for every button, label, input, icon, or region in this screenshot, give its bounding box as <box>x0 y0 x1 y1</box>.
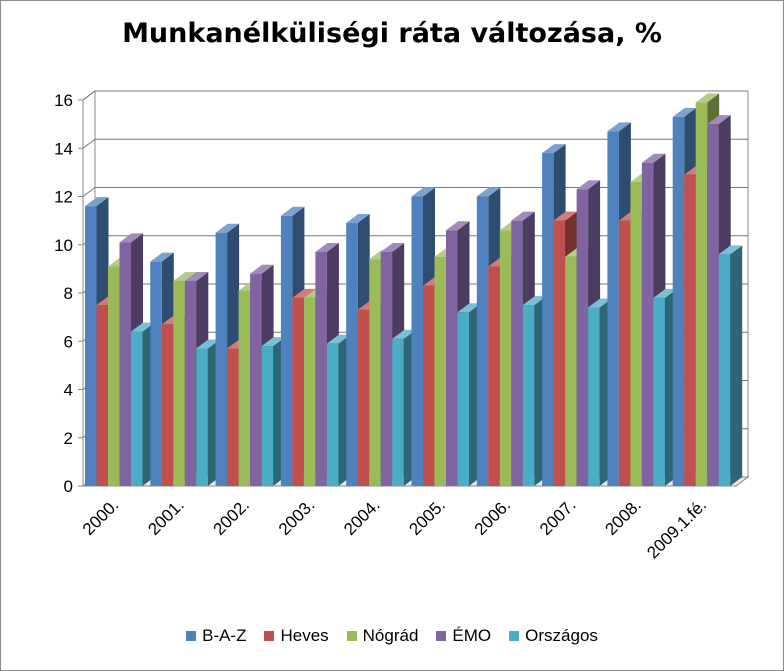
legend-label: Heves <box>280 626 329 645</box>
bar-Országos-2009.1.fé. <box>718 245 743 486</box>
y-tick-label: 14 <box>54 139 73 158</box>
legend-swatch <box>346 631 357 641</box>
legend-item: Heves <box>264 626 329 646</box>
legend-swatch <box>186 631 197 641</box>
y-tick-label: 10 <box>54 236 73 255</box>
legend-label: Országos <box>525 626 598 645</box>
legend-label: ÉMO <box>452 626 492 645</box>
gridline-diag <box>82 138 96 149</box>
gridline-diag <box>82 187 96 197</box>
legend-item: ÉMO <box>436 626 491 646</box>
legend-label: Nógrád <box>362 626 419 645</box>
legend-item: Nógrád <box>346 626 419 646</box>
x-tick-label: 2001. <box>144 495 188 539</box>
x-tick-label: 2009.1.fé. <box>643 495 710 562</box>
y-tick-label: 4 <box>64 381 73 400</box>
x-tick-label: 2006. <box>471 495 515 539</box>
gridline-diag <box>82 90 96 101</box>
y-tick-label: 16 <box>54 91 73 110</box>
legend: B-A-Z Heves Nógrád ÉMO Országos <box>0 626 784 646</box>
x-tick-label: 2008. <box>601 495 645 539</box>
y-tick-label: 12 <box>54 188 73 207</box>
x-tick-label: 2000. <box>79 495 123 539</box>
legend-label: B-A-Z <box>202 626 247 645</box>
legend-item: B-A-Z <box>186 626 246 646</box>
y-tick-label: 0 <box>64 477 73 496</box>
x-tick-label: 2004. <box>340 495 384 539</box>
y-tick-label: 8 <box>64 284 73 303</box>
legend-swatch <box>436 631 447 641</box>
chart-title: Munkanélküliségi ráta változása, % <box>122 18 662 49</box>
legend-swatch <box>509 631 520 641</box>
y-tick-label: 6 <box>64 332 73 351</box>
legend-swatch <box>264 631 275 641</box>
y-tick-label: 2 <box>64 429 73 448</box>
legend-item: Országos <box>509 626 598 646</box>
x-tick-label: 2007. <box>536 495 580 539</box>
x-tick-label: 2005. <box>405 495 449 539</box>
x-tick-label: 2003. <box>275 495 319 539</box>
x-tick-label: 2002. <box>210 495 254 539</box>
